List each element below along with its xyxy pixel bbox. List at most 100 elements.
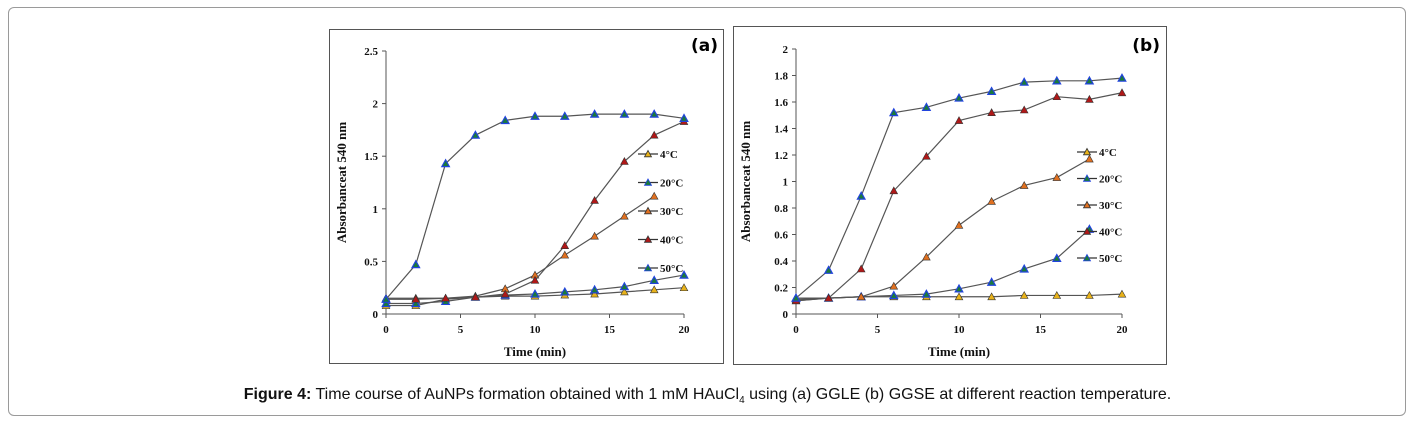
x-tick-label: 20 — [1117, 324, 1129, 336]
data-point — [1019, 263, 1030, 273]
data-point — [824, 293, 833, 302]
data-point — [1085, 291, 1094, 299]
legend-label: 50°C — [1099, 253, 1122, 265]
data-point — [470, 130, 481, 139]
data-point — [590, 231, 599, 240]
data-point — [619, 109, 630, 118]
caption-text: Time course of AuNPs formation obtained … — [311, 386, 740, 403]
data-point — [1085, 94, 1094, 103]
data-point — [856, 191, 867, 200]
y-axis-title: Absorbanceat 540 nm — [738, 121, 753, 243]
data-point — [559, 286, 570, 296]
x-tick-label: 10 — [954, 324, 966, 336]
x-tick-label: 0 — [383, 324, 389, 336]
data-point — [1084, 75, 1095, 85]
data-point — [1052, 173, 1062, 181]
data-point — [1117, 73, 1127, 82]
data-point — [954, 292, 964, 301]
data-point — [921, 289, 932, 298]
chart-panel-a: 0 0.5 1 1.5 2 2.5 0 5 10 15 20 Time (min) Absorbance… — [329, 29, 724, 364]
data-point — [620, 211, 629, 220]
data-point — [590, 289, 599, 298]
data-point — [954, 220, 964, 229]
data-point — [530, 111, 540, 120]
legend-item: 30°C — [1077, 200, 1122, 212]
data-point — [954, 283, 964, 293]
data-point — [500, 115, 511, 125]
data-point — [649, 130, 659, 139]
data-point — [888, 107, 899, 117]
data-point — [1085, 154, 1094, 163]
data-point — [589, 109, 600, 118]
legend-item: 30°C — [638, 206, 683, 218]
series-30c — [791, 154, 1094, 303]
data-point — [1117, 88, 1127, 97]
y-tick-label: 1.4 — [774, 124, 788, 136]
data-point — [954, 92, 964, 102]
panel-label: (b) — [1132, 36, 1160, 56]
x-tick-label: 10 — [530, 324, 542, 336]
data-point — [856, 264, 866, 273]
legend-label: 30°C — [660, 206, 683, 218]
y-tick-label: 1 — [783, 177, 789, 189]
data-point — [1052, 291, 1062, 299]
x-axis-title: Time (min) — [504, 344, 566, 359]
y-tick-label: 0.2 — [774, 283, 788, 295]
legend-item: 20°C — [638, 178, 683, 190]
data-point — [649, 191, 659, 200]
x-tick-label: 15 — [604, 324, 616, 336]
data-point — [381, 294, 391, 303]
data-point — [649, 285, 659, 294]
data-point — [954, 116, 964, 124]
y-tick-label: 1 — [373, 204, 379, 216]
data-point — [530, 288, 540, 298]
legend-marker — [643, 206, 653, 215]
caption-text-end: using (a) GGLE (b) GGSE at different rea… — [744, 386, 1172, 403]
legend-marker — [1082, 174, 1092, 182]
legend-marker — [643, 178, 653, 186]
figure-frame — [8, 7, 1406, 416]
legend-marker — [643, 263, 653, 272]
legend-marker — [1082, 147, 1092, 156]
data-point — [922, 252, 931, 261]
data-point — [1052, 92, 1062, 101]
chart-a-svg: 0 0.5 1 1.5 2 2.5 0 5 10 15 20 Time (min) Absorbance… — [334, 36, 718, 359]
data-point — [560, 250, 570, 259]
y-tick-label: 0.8 — [774, 203, 788, 215]
data-point — [1117, 289, 1127, 298]
legend-item: 50°C — [1077, 253, 1122, 265]
data-point — [679, 270, 689, 279]
data-point — [987, 108, 996, 116]
data-point — [1019, 181, 1029, 189]
data-point — [410, 298, 421, 308]
y-tick-label: 1.6 — [774, 97, 788, 109]
data-point — [856, 292, 866, 301]
data-point — [410, 259, 421, 269]
x-tick-label: 5 — [875, 324, 881, 336]
data-point — [559, 111, 570, 120]
chart-panel-b: 0 0.2 0.4 0.6 0.8 1 1.2 1.4 1.6 1.8 2 0 5 10 15 20 Time … — [733, 26, 1167, 365]
y-tick-label: 1.8 — [774, 71, 788, 83]
legend-marker — [1082, 200, 1092, 209]
x-tick-label: 0 — [793, 324, 799, 336]
data-point — [679, 283, 689, 292]
data-point — [987, 196, 996, 205]
data-point — [589, 284, 600, 294]
y-tick-label: 0.6 — [774, 230, 788, 242]
y-axis-title: Absorbanceat 540 nm — [334, 122, 349, 244]
data-point — [889, 186, 899, 195]
legend-item: 4°C — [1077, 147, 1117, 159]
y-tick-label: 2.5 — [364, 46, 378, 58]
legend-label: 20°C — [1099, 174, 1122, 186]
y-tick-label: 1.5 — [364, 151, 378, 163]
figure-caption: Figure 4: Time course of AuNPs formation… — [0, 386, 1415, 406]
data-point — [590, 195, 599, 204]
data-point — [471, 292, 480, 301]
data-point — [620, 287, 629, 296]
x-axis-title: Time (min) — [928, 344, 990, 359]
caption-label: Figure 4: — [243, 386, 312, 403]
series-40c — [791, 88, 1127, 305]
legend-label: 4°C — [660, 149, 678, 161]
data-point — [1019, 77, 1030, 86]
series-50c — [791, 73, 1127, 302]
